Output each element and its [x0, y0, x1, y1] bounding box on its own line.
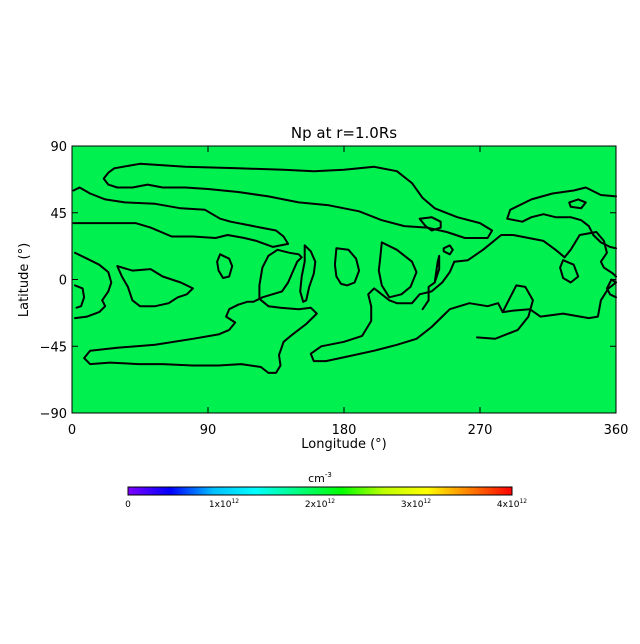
- contour-line: [333, 247, 361, 287]
- contour-line: [605, 278, 617, 299]
- colorbar: [127, 486, 513, 496]
- density-field: [72, 146, 616, 413]
- colorbar-tick-label: 1x1012: [209, 498, 239, 510]
- colorbar-tick-label: 2x1012: [305, 498, 335, 510]
- contour-line: [442, 244, 454, 256]
- y-tick-label: 0: [59, 274, 67, 289]
- y-tick-label: −90: [40, 407, 67, 422]
- colorbar-label: cm-3: [308, 471, 332, 485]
- x-tick-label: 270: [468, 423, 493, 438]
- contour-line: [216, 253, 234, 279]
- contour-line: [559, 259, 580, 284]
- contour-line: [299, 244, 317, 303]
- contour-line: [74, 251, 113, 320]
- contour-line: [421, 281, 436, 311]
- contour-line: [453, 231, 617, 278]
- x-axis-label: Longitude (°): [301, 437, 386, 452]
- contour-line: [83, 248, 318, 374]
- contour-line: [476, 284, 534, 340]
- colorbar-tick-label: 0: [125, 500, 131, 510]
- contour-line: [506, 186, 617, 250]
- contour-line: [433, 254, 441, 284]
- y-axis-label: Latitude (°): [17, 243, 32, 317]
- y-tick-label: 45: [50, 207, 67, 222]
- contour-lines: [72, 162, 617, 374]
- contour-line: [568, 198, 587, 210]
- x-tick-label: 180: [332, 423, 357, 438]
- chart-title: Np at r=1.0Rs: [291, 124, 397, 142]
- colorbar-tick-label: 3x1012: [401, 498, 431, 510]
- colorbar-tick-label: 4x1012: [497, 498, 527, 510]
- x-tick-label: 360: [604, 423, 629, 438]
- y-tick-label: −45: [40, 340, 67, 355]
- x-axis: 0 90 180 270 360: [68, 146, 629, 438]
- contour-line: [377, 241, 418, 299]
- x-tick-label: 0: [68, 423, 76, 438]
- contour-line: [74, 284, 86, 309]
- contour-line: [418, 216, 442, 232]
- y-tick-label: 90: [50, 140, 67, 155]
- contour-line: [116, 265, 194, 308]
- x-tick-label: 90: [200, 423, 217, 438]
- y-axis: 90 45 0 −45 −90: [40, 140, 616, 422]
- colorbar-ticks: 0 1x1012 2x1012 3x1012 4x1012: [125, 498, 527, 510]
- contour-line: [309, 260, 617, 363]
- contour-line: [72, 186, 290, 248]
